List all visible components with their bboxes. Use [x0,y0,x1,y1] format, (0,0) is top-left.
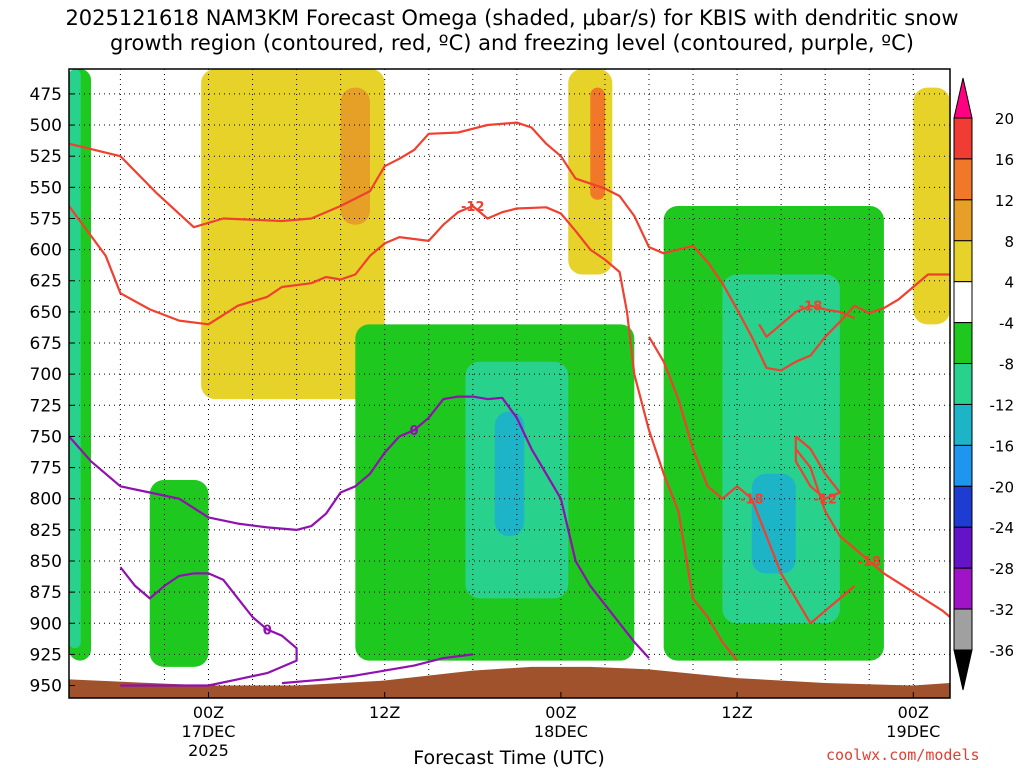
y-tick-label-900: 900 [30,614,62,634]
colorbar-segment-8 [953,444,973,487]
y-tick-label-775: 775 [30,459,62,479]
omega-region-3 [590,87,605,200]
colorbar-label-5: -4 [999,315,1014,333]
contour-1 [69,204,738,662]
chart-title-line-1: 2025121618 NAM3KM Forecast Omega (shaded… [65,6,959,30]
y-tick-label-800: 800 [30,490,62,510]
x-tick-label-0-1: 17DEC [182,722,236,741]
chart-title-line-2: growth region (contoured, red, ºC) and f… [110,31,914,55]
omega-shading [69,69,950,667]
x-tick-label-24-1: 18DEC [534,722,588,741]
colorbar-top-arrow [953,77,973,119]
colorbar-segment-9 [953,485,973,528]
contour-label-1: -12 [461,200,485,215]
colorbar-label-13: -36 [990,642,1015,660]
colorbar-bottom-arrow [953,649,973,691]
colorbar-segment-11 [953,567,973,610]
colorbar-segment-5 [953,322,973,365]
x-tick-label-36-0: 12Z [721,703,752,722]
colorbar-label-7: -12 [990,396,1015,414]
colorbar-segment-2 [953,199,973,242]
y-tick-label-625: 625 [30,272,62,292]
x-tick-label-0-2: 2025 [188,741,229,760]
omega-region-10 [494,411,525,537]
omega-region-1 [340,87,371,225]
y-tick-label-875: 875 [30,583,62,603]
colorbar-label-0: 20 [995,110,1014,128]
contour-label-4: -18 [740,493,764,508]
contour-7 [119,566,298,687]
colorbar-label-6: -8 [999,356,1014,374]
y-tick-label-700: 700 [30,365,62,385]
y-tick-label-750: 750 [30,427,62,447]
omega-region-13 [751,473,796,574]
colorbar-label-1: 16 [995,151,1014,169]
y-tick-label-825: 825 [30,521,62,541]
omega-region-6 [69,69,81,649]
y-tick-label-550: 550 [30,178,62,198]
contour-0 [69,121,950,372]
y-tick-label-500: 500 [30,116,62,136]
contour-label-7: 0 [263,623,272,638]
colorbar-segment-12 [953,608,973,651]
contour-8 [281,653,473,685]
colorbar-label-4: 4 [1004,274,1014,292]
gridlines [69,69,950,698]
contour-label-5: -18 [799,300,823,315]
colorbar-segment-1 [953,158,973,201]
y-tick-label-850: 850 [30,552,62,572]
colorbar-segment-0 [953,117,973,160]
x-tick-label-48-1: 19DEC [886,722,940,741]
contour-5 [758,304,856,338]
terrain-surface [69,666,950,698]
colorbar-segment-4 [953,281,973,324]
x-tick-label-24-0: 00Z [545,703,576,722]
y-tick-label-475: 475 [30,85,62,105]
omega-region-7 [149,480,209,667]
colorbar-label-2: 12 [995,192,1014,210]
y-tick-label-950: 950 [30,677,62,697]
colorbar-label-9: -20 [990,478,1015,496]
omega-region-2 [568,69,613,275]
colorbar-segment-10 [953,526,973,569]
contour-label-2: -18 [857,555,881,570]
colorbar-label-3: 8 [1004,233,1014,251]
contour-3 [794,435,841,500]
y-tick-label-525: 525 [30,147,62,167]
x-tick-label-12-0: 12Z [369,703,400,722]
y-tick-label-575: 575 [30,209,62,229]
terrain [69,666,950,698]
y-tick-label-925: 925 [30,645,62,665]
y-tick-label-600: 600 [30,241,62,261]
y-axis: 475 500 525 550 575 600 625 650 675 700 725 750 775 8… [30,85,75,697]
contour-6 [69,395,650,659]
omega-region-4 [913,87,950,325]
watermark: coolwx.com/models [826,746,980,764]
plot-frame [68,68,951,699]
x-tick-label-48-0: 00Z [898,703,929,722]
x-axis-title: Forecast Time (UTC) [413,747,604,768]
colorbar-label-10: -24 [990,519,1015,537]
colorbar: 20 16 12 8 4 -4 -8 -12 -16 -20 -24 -28 -32 -36 [953,77,1015,691]
colorbar-label-8: -16 [990,437,1015,455]
y-tick-label-675: 675 [30,334,62,354]
y-tick-label-725: 725 [30,396,62,416]
contour-label-3: -12 [813,493,837,508]
contours: -12 -18 -12 -18 -18 0 0 [69,121,950,687]
y-tick-label-650: 650 [30,303,62,323]
omega-region-0 [201,69,385,400]
colorbar-segment-7 [953,403,973,446]
colorbar-label-11: -28 [990,560,1015,578]
colorbar-segment-6 [953,363,973,405]
contour-2 [794,448,950,618]
contour-4 [648,336,856,625]
x-tick-label-0-0: 00Z [193,703,224,722]
colorbar-label-12: -32 [990,601,1015,619]
contour-label-6: 0 [410,424,419,439]
colorbar-segment-3 [953,240,973,283]
